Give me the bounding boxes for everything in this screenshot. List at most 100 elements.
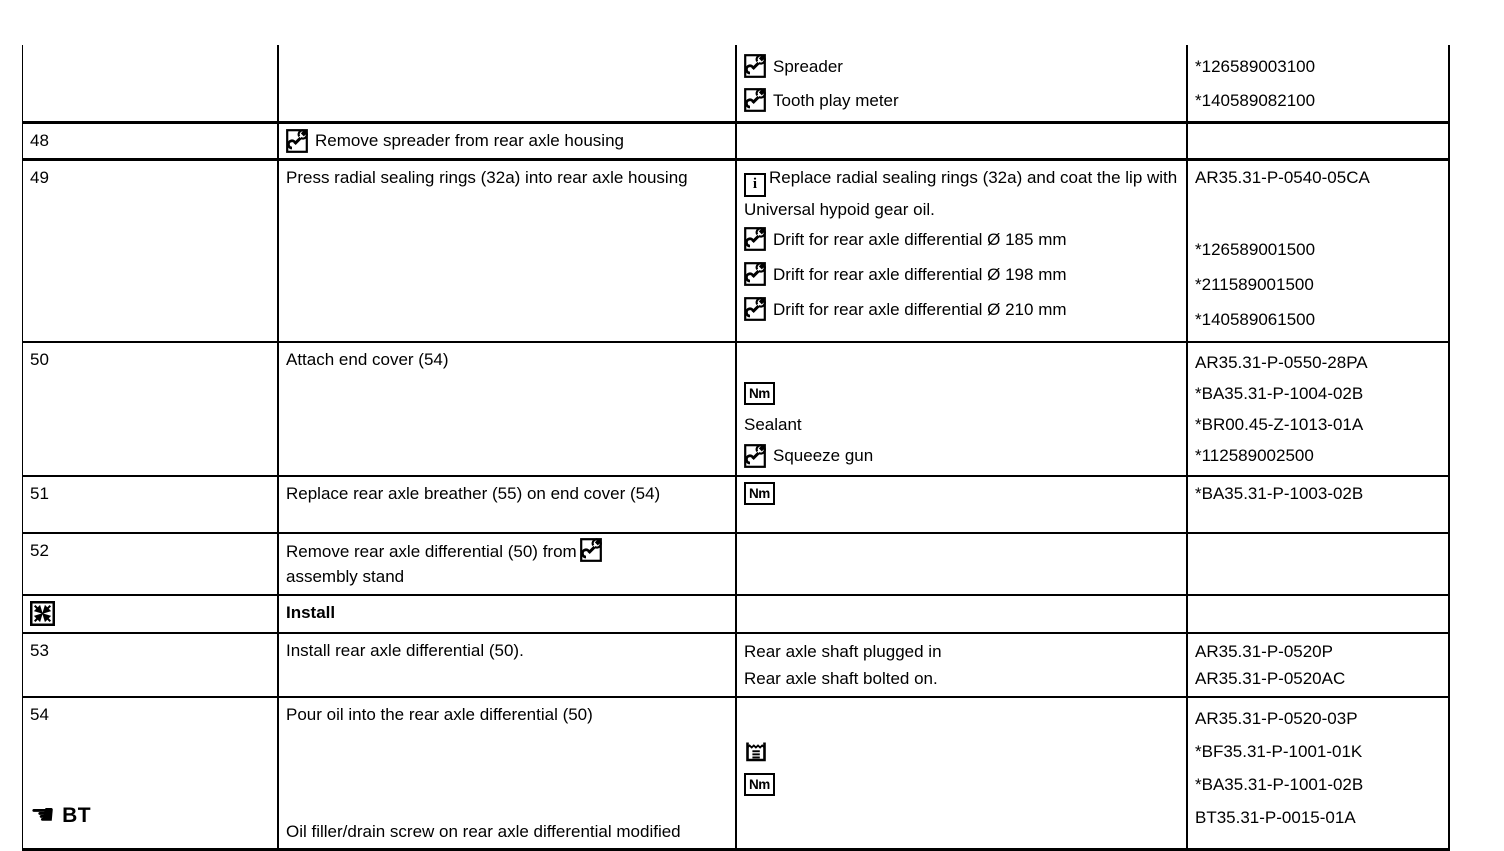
- code-cell: [1188, 596, 1446, 632]
- code-cell: AR35.31-P-0520P AR35.31-P-0520AC: [1188, 634, 1446, 696]
- document-code: AR35.31-P-0520AC: [1195, 669, 1346, 688]
- document-code: *112589002500: [1195, 446, 1314, 465]
- code-cell: [1188, 534, 1446, 594]
- torque-glyph: Nm: [749, 776, 770, 792]
- note-text: Replace radial sealing rings (32a) and c…: [744, 168, 1178, 219]
- action-text: Press radial sealing rings (32a) into re…: [286, 168, 688, 187]
- tool-line: Tooth play meter: [744, 83, 1179, 117]
- step-number: 53: [30, 641, 49, 660]
- document-page: Spreader Tooth play meter *126589003100 …: [22, 45, 1450, 851]
- document-code: *140589082100: [1195, 90, 1316, 110]
- special-tool-icon: [744, 88, 766, 112]
- tool-line: Squeeze gun: [744, 440, 1179, 471]
- torque-icon: Nm: [744, 773, 775, 796]
- table-row-50: 50 Attach end cover (54) Nm Sealant Sque…: [23, 343, 1448, 477]
- tool-label: Drift for rear axle differential Ø 210 m…: [773, 299, 1067, 319]
- document-code: AR35.31-P-0550-28PA: [1195, 353, 1368, 372]
- step-cell: [23, 45, 279, 121]
- spacer: [744, 702, 1179, 735]
- step-number: 54: [30, 705, 49, 724]
- torque-line: Nm: [744, 768, 1179, 801]
- action-cell: Remove spreader from rear axle housing: [279, 124, 737, 158]
- detail-cell: [737, 596, 1188, 632]
- document-code: AR35.31-P-0520P: [1195, 642, 1333, 661]
- detail-cell: Nm: [737, 698, 1188, 848]
- action-cell: Install: [279, 596, 737, 632]
- code-cell: AR35.31-P-0520-03P *BF35.31-P-1001-01K *…: [1188, 698, 1446, 848]
- table-row-53: 53 Install rear axle differential (50). …: [23, 634, 1448, 698]
- table-row-51: 51 Replace rear axle breather (55) on en…: [23, 477, 1448, 534]
- torque-line: Nm: [744, 378, 1179, 409]
- tool-label: Drift for rear axle differential Ø 185 m…: [773, 229, 1067, 249]
- bt-reference-line: ☛ BT: [30, 798, 270, 832]
- torque-glyph: Nm: [749, 485, 770, 501]
- oil-capacity-line: [744, 735, 1179, 768]
- document-code: *BA35.31-P-1004-02B: [1195, 384, 1364, 403]
- special-tool-icon: [744, 227, 766, 251]
- work-procedure-table: Spreader Tooth play meter *126589003100 …: [22, 45, 1450, 851]
- torque-icon: Nm: [744, 382, 775, 405]
- torque-line: Nm: [744, 481, 1179, 506]
- table-row-48: 48 Remove spreader from rear axle housin…: [23, 124, 1448, 161]
- tool-line: Spreader: [744, 49, 1179, 83]
- action-text: Remove spreader from rear axle housing: [315, 131, 624, 150]
- action-cell: Replace rear axle breather (55) on end c…: [279, 477, 737, 532]
- tool-label: Drift for rear axle differential Ø 198 m…: [773, 264, 1067, 284]
- step-number: 49: [30, 168, 49, 187]
- action-line: Remove rear axle differential (50) from: [286, 538, 728, 564]
- spacer: [1195, 190, 1439, 232]
- action-cell: [279, 45, 737, 121]
- step-number: 52: [30, 541, 49, 560]
- action-cell: Pour oil into the rear axle differential…: [279, 698, 737, 848]
- step-number: 50: [30, 350, 49, 369]
- special-tool-icon: [744, 54, 766, 78]
- document-code: *126589003100: [1195, 56, 1316, 76]
- code-cell: AR35.31-P-0540-05CA *126589001500 *21158…: [1188, 161, 1446, 341]
- special-tool-icon: [744, 297, 766, 321]
- action-text: Install rear axle differential (50).: [286, 641, 524, 660]
- install-section-icon: [30, 601, 55, 627]
- section-title: Install: [286, 603, 336, 622]
- oil-level-icon: [744, 741, 768, 763]
- table-row-54: 54 ☛ BT Pour oil into the rear axle diff…: [23, 698, 1448, 848]
- tool-label: Spreader: [773, 56, 843, 76]
- action-text-after: assembly stand: [286, 567, 405, 586]
- document-code: *BF35.31-P-1001-01K: [1195, 742, 1363, 761]
- table-row-49: 49 Press radial sealing rings (32a) into…: [23, 161, 1448, 343]
- material-label: Sealant: [744, 415, 802, 434]
- info-icon: i: [744, 172, 766, 197]
- detail-cell: Nm: [737, 477, 1188, 532]
- action-cell: Attach end cover (54): [279, 343, 737, 475]
- step-number: 48: [30, 131, 49, 150]
- condition-text: Rear axle shaft bolted on.: [744, 669, 938, 688]
- document-code: *126589001500: [1195, 240, 1316, 259]
- document-code: BT35.31-P-0015-01A: [1195, 808, 1356, 827]
- special-tool-icon: [744, 443, 766, 468]
- action-cell: Install rear axle differential (50).: [279, 634, 737, 696]
- document-code: *211589001500: [1195, 275, 1314, 294]
- document-code: *BR00.45-Z-1013-01A: [1195, 415, 1364, 434]
- table-row-continued: Spreader Tooth play meter *126589003100 …: [23, 45, 1448, 124]
- step-cell: 54 ☛ BT: [23, 698, 279, 848]
- step-cell: 49: [23, 161, 279, 341]
- step-number: 51: [30, 484, 49, 503]
- tool-label: Squeeze gun: [773, 446, 874, 465]
- tool-line: Drift for rear axle differential Ø 210 m…: [744, 292, 1179, 327]
- special-tool-icon: [744, 262, 766, 286]
- code-cell: AR35.31-P-0550-28PA *BA35.31-P-1004-02B …: [1188, 343, 1446, 475]
- action-text-before: Remove rear axle differential (50) from: [286, 542, 577, 561]
- special-tool-icon: [286, 128, 308, 153]
- table-row-52: 52 Remove rear axle differential (50) fr…: [23, 534, 1448, 596]
- code-cell: [1188, 124, 1446, 158]
- tool-line: Drift for rear axle differential Ø 198 m…: [744, 257, 1179, 292]
- detail-cell: [737, 534, 1188, 594]
- detail-cell: Nm Sealant Squeeze gun: [737, 343, 1188, 475]
- tool-label: Tooth play meter: [773, 90, 899, 110]
- pointing-hand-icon: ☛: [30, 799, 56, 830]
- step-cell: 50: [23, 343, 279, 475]
- special-tool-icon: [579, 538, 602, 562]
- action-text: Attach end cover (54): [286, 350, 449, 369]
- modification-note: Oil filler/drain screw on rear axle diff…: [286, 822, 681, 841]
- detail-cell: [737, 124, 1188, 158]
- action-cell: Remove rear axle differential (50) from …: [279, 534, 737, 594]
